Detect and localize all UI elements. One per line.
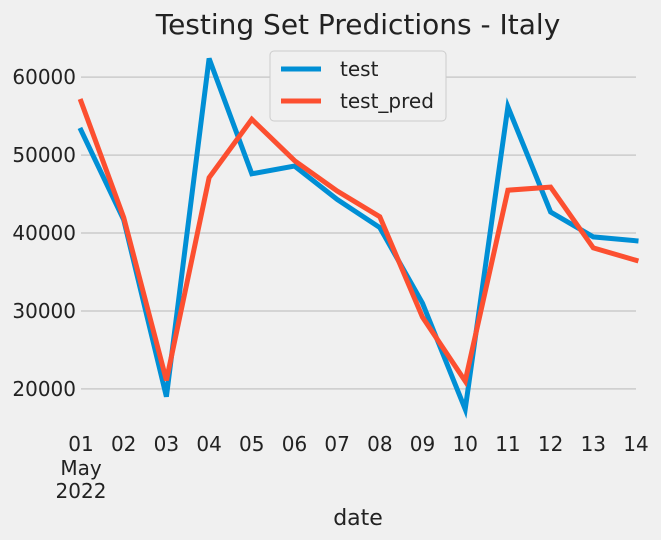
series-lines bbox=[77, 57, 640, 419]
x-tick-label: 07 bbox=[324, 432, 349, 456]
y-tick-label: 40000 bbox=[12, 221, 76, 245]
y-tick-label: 30000 bbox=[12, 299, 76, 323]
y-tick-labels: 20000 30000 40000 50000 60000 bbox=[12, 65, 76, 401]
x-tick-label: 02 bbox=[111, 432, 136, 456]
x-tick-label: 01 bbox=[68, 432, 93, 456]
series-line-test_pred bbox=[77, 98, 640, 388]
x-tick-label: 10 bbox=[453, 432, 478, 456]
gridlines bbox=[81, 76, 636, 390]
x-tick-labels: 01 02 03 04 05 06 07 08 09 10 11 12 13 14 bbox=[68, 432, 648, 456]
x-tick-label: 08 bbox=[367, 432, 392, 456]
y-tick-label: 20000 bbox=[12, 377, 76, 401]
chart-title: Testing Set Predictions - Italy bbox=[155, 8, 561, 41]
x-sub-label-month: May bbox=[60, 456, 102, 480]
legend-label-test_pred: test_pred bbox=[340, 89, 434, 113]
x-tick-label: 13 bbox=[581, 432, 606, 456]
x-tick-label: 04 bbox=[196, 432, 221, 456]
legend: test test_pred bbox=[269, 50, 447, 122]
x-tick-label: 09 bbox=[410, 432, 435, 456]
x-tick-label: 11 bbox=[495, 432, 520, 456]
x-tick-label: 05 bbox=[239, 432, 264, 456]
x-tick-label: 06 bbox=[282, 432, 307, 456]
y-tick-label: 50000 bbox=[12, 143, 76, 167]
x-tick-label: 03 bbox=[154, 432, 179, 456]
x-axis-label: date bbox=[333, 506, 383, 531]
x-tick-label: 14 bbox=[623, 432, 648, 456]
legend-label-test: test bbox=[340, 57, 379, 81]
y-tick-label: 60000 bbox=[12, 65, 76, 89]
x-sub-label-year: 2022 bbox=[56, 479, 107, 503]
x-tick-label: 12 bbox=[538, 432, 563, 456]
